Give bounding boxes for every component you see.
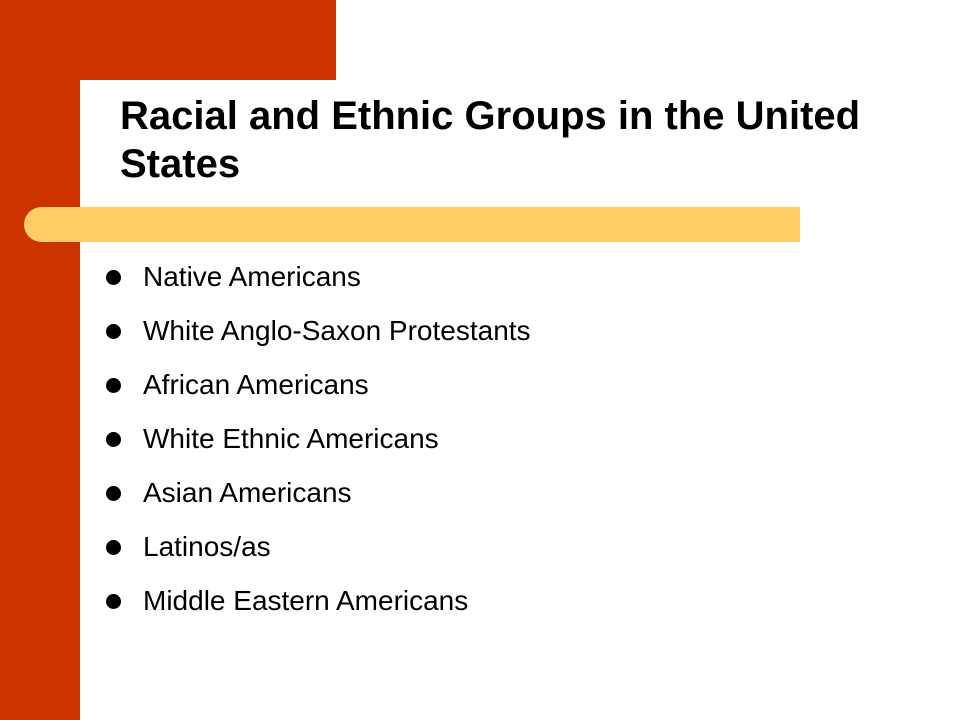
bullet-text: Asian Americans <box>143 477 352 508</box>
bullet-icon <box>106 432 121 447</box>
list-item: Middle Eastern Americans <box>106 581 531 635</box>
list-item: Asian Americans <box>106 473 531 527</box>
list-item: African Americans <box>106 365 531 419</box>
list-item: White Ethnic Americans <box>106 419 531 473</box>
bullet-list: Native Americans White Anglo-Saxon Prote… <box>106 257 531 635</box>
list-item: Latinos/as <box>106 527 531 581</box>
content-panel <box>80 80 960 720</box>
bullet-text: Latinos/as <box>143 531 271 562</box>
bullet-icon <box>106 486 121 501</box>
bullet-icon <box>106 270 121 285</box>
bullet-text: White Ethnic Americans <box>143 423 439 454</box>
list-item: White Anglo-Saxon Protestants <box>106 311 531 365</box>
bullet-icon <box>106 540 121 555</box>
list-item: Native Americans <box>106 257 531 311</box>
bullet-text: African Americans <box>143 369 369 400</box>
title-underline-bar <box>24 207 800 242</box>
bullet-text: White Anglo-Saxon Protestants <box>143 315 531 346</box>
top-accent-block <box>0 0 336 80</box>
bullet-text: Middle Eastern Americans <box>143 585 469 616</box>
bullet-icon <box>106 378 121 393</box>
bullet-icon <box>106 324 121 339</box>
slide-title: Racial and Ethnic Groups in the United S… <box>120 94 861 186</box>
left-accent-bar <box>0 0 80 720</box>
bullet-icon <box>106 594 121 609</box>
bullet-text: Native Americans <box>143 261 361 292</box>
